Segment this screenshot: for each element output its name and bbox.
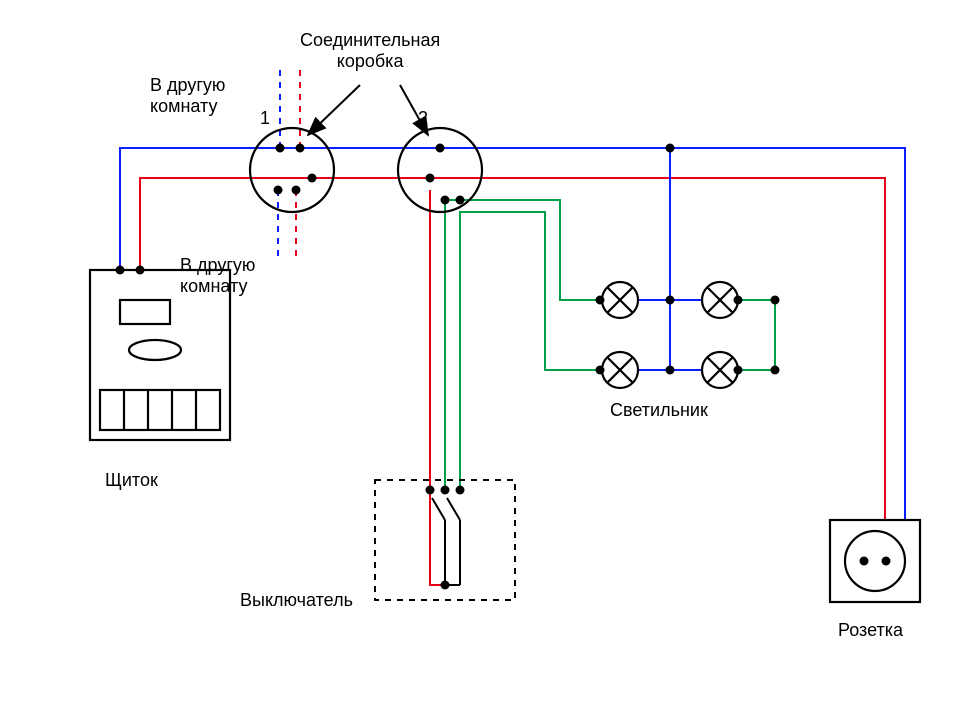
label-switch: Выключатель <box>240 590 353 611</box>
wire-switched-1 <box>445 200 600 490</box>
switch-internal-common <box>430 490 445 585</box>
socket <box>830 520 920 602</box>
label-panel: Щиток <box>105 470 158 491</box>
label-other-room-bottom: В другую комнату <box>180 255 255 297</box>
switch-blade-2 <box>447 498 460 520</box>
label-socket: Розетка <box>838 620 903 641</box>
junction-box-1 <box>250 128 334 212</box>
lamp-3 <box>602 352 638 388</box>
label-lamp: Светильник <box>610 400 708 421</box>
lamp-2 <box>702 282 738 318</box>
wire-switched-1-bus <box>738 300 775 370</box>
label-box2-num: 2 <box>418 108 428 129</box>
switch-blade-1 <box>432 498 445 520</box>
wire-switched-2 <box>460 212 600 490</box>
wire-phase-main <box>140 178 885 520</box>
label-junction-box: Соединительная коробка <box>300 30 440 72</box>
wire-neutral-main <box>120 148 905 520</box>
arrow-to-box1 <box>308 85 360 135</box>
lamp-4 <box>702 352 738 388</box>
wiring-diagram <box>0 0 960 720</box>
label-box1-num: 1 <box>260 108 270 129</box>
lamp-1 <box>602 282 638 318</box>
junction-box-2 <box>398 128 482 212</box>
label-other-room-top: В другую комнату <box>150 75 225 117</box>
